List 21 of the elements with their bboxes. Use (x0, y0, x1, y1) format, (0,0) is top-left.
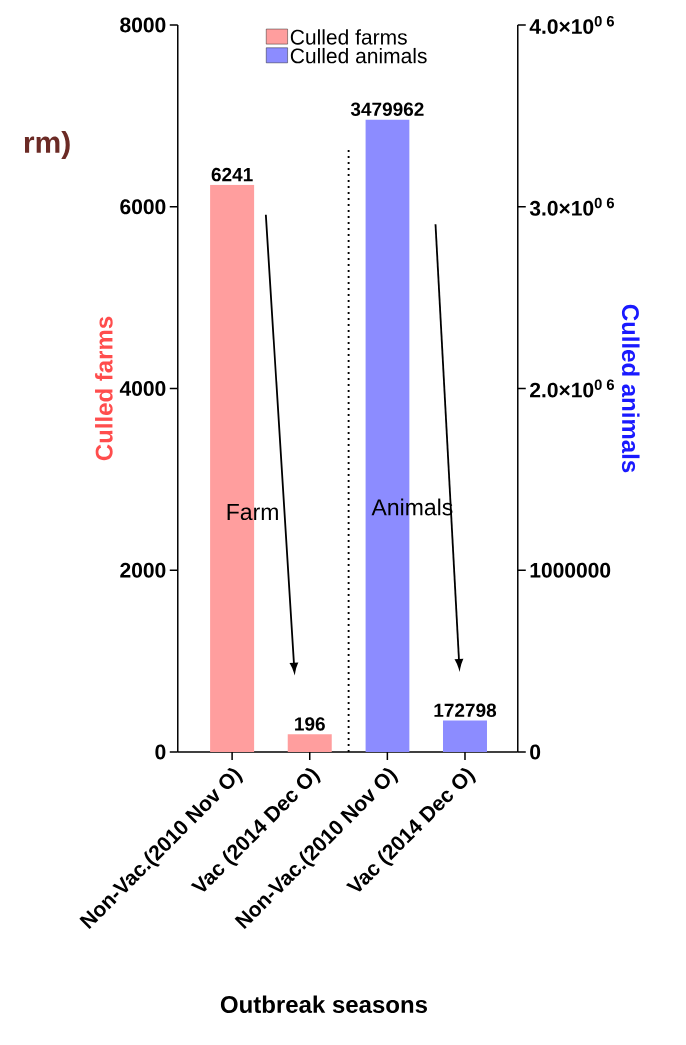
y-tick-label: 0 (155, 744, 166, 760)
y2-tick-label: 0 (530, 744, 541, 760)
x-axis-title: Outbreak seasons (221, 995, 428, 1014)
y-tick-label: 4000 (119, 381, 166, 396)
data-label: 196 (295, 717, 326, 731)
text: rm) (24, 131, 70, 159)
data-label: 6241 (211, 167, 253, 182)
legend-label: Culled farms (290, 29, 407, 45)
y2-tick-label: 3.0×10$^{0 6}$ (529, 197, 615, 216)
y2-tick-label: 4.0×10$^{0 6}$ (529, 16, 615, 34)
annotation: Farm (227, 504, 278, 521)
data-label: 3479962 (350, 102, 424, 116)
legend-label: Culled animals (290, 47, 427, 64)
y2-tick-label: 1000000 (530, 562, 611, 578)
y-axis-title: Culled farms (95, 316, 113, 461)
y-tick-label: 8000 (120, 17, 166, 33)
y-tick-label: 6000 (120, 199, 166, 215)
y2-axis-title: Culled animals (622, 304, 640, 473)
data-label: 172798 (434, 703, 497, 718)
y-tick-label: 2000 (120, 562, 166, 578)
y2-tick-label: 2.0×10$^{0 6}$ (530, 379, 615, 398)
